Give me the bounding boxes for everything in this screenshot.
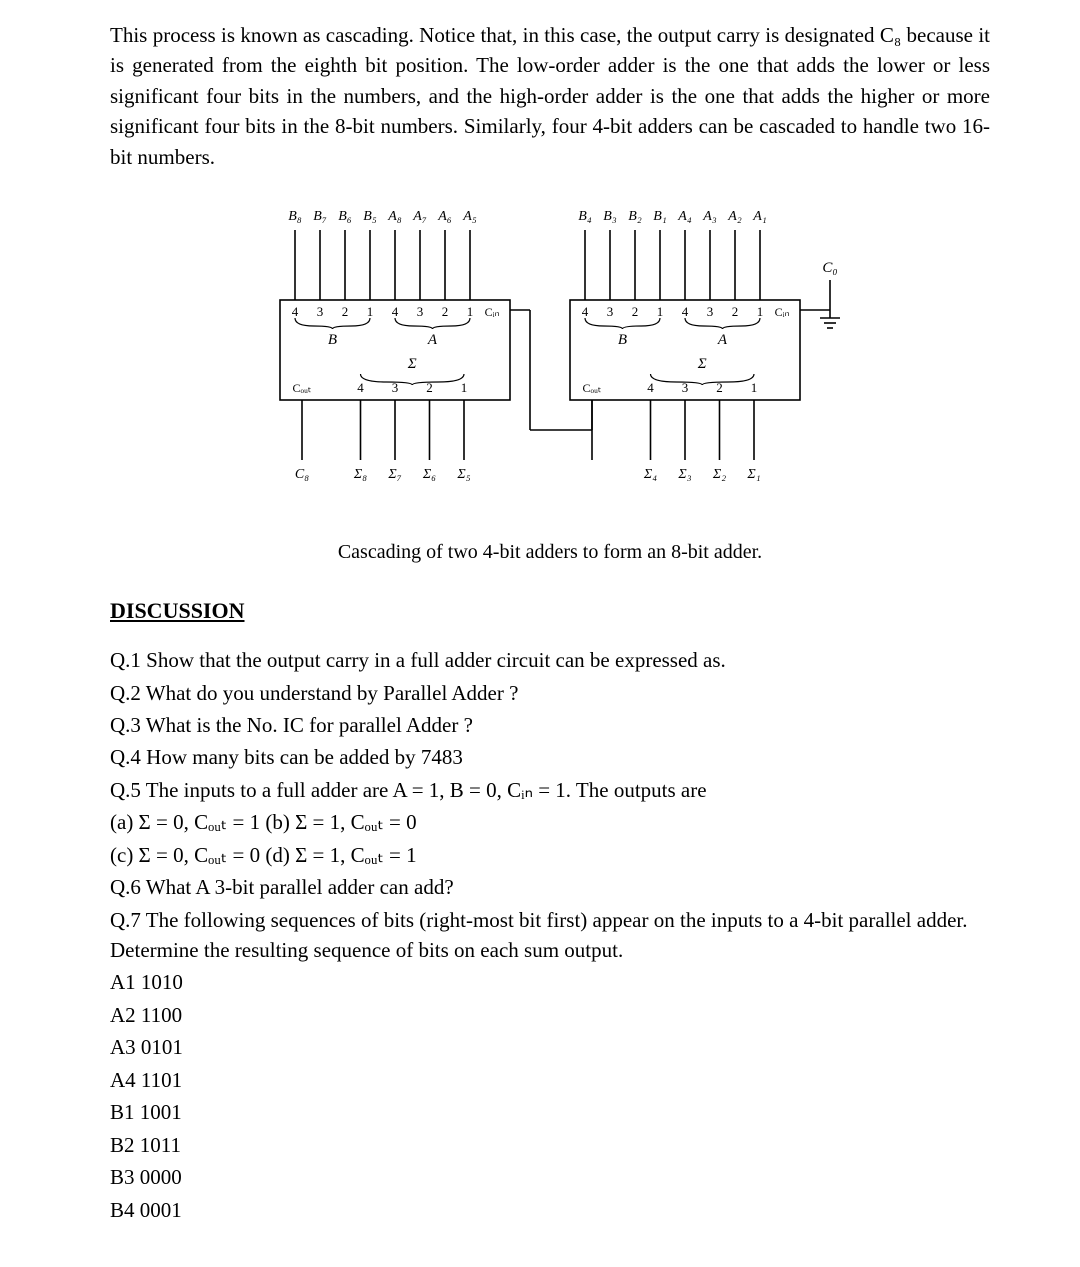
svg-text:B: B xyxy=(618,332,627,348)
data-b4: B4 0001 xyxy=(110,1195,990,1225)
svg-text:Σ₃: Σ₃ xyxy=(677,467,691,482)
svg-text:1: 1 xyxy=(757,304,764,319)
svg-text:B₆: B₆ xyxy=(338,209,352,224)
adder-diagram: 4 B₈ 3 B₇ 2 B₆ 1 B₅ 4 A₈ 3 A₇ 2 A₆ 1 A₅ B A Cᵢₙ Cₒᵤₜ Σ 4 Σ₈ 3 Σ₇… xyxy=(110,190,990,530)
svg-text:B₃: B₃ xyxy=(603,209,617,224)
svg-text:Σ₁: Σ₁ xyxy=(746,467,760,482)
question-7: Q.7 The following sequences of bits (rig… xyxy=(110,905,990,966)
question-5a: (a) Σ = 0, Cₒᵤₜ = 1 (b) Σ = 1, Cₒᵤₜ = 0 xyxy=(110,807,990,837)
svg-text:C₈: C₈ xyxy=(295,467,309,482)
svg-text:B₅: B₅ xyxy=(363,209,377,224)
svg-text:Σ₄: Σ₄ xyxy=(643,467,657,482)
svg-text:B: B xyxy=(328,332,337,348)
data-a1: A1 1010 xyxy=(110,967,990,997)
data-b1: B1 1001 xyxy=(110,1097,990,1127)
svg-text:2: 2 xyxy=(632,304,639,319)
svg-text:4: 4 xyxy=(292,304,299,319)
svg-text:B₇: B₇ xyxy=(313,209,327,224)
svg-text:1: 1 xyxy=(367,304,374,319)
data-a3: A3 0101 xyxy=(110,1032,990,1062)
svg-text:2: 2 xyxy=(342,304,349,319)
question-3: Q.3 What is the No. IC for parallel Adde… xyxy=(110,710,990,740)
svg-text:4: 4 xyxy=(682,304,689,319)
svg-text:3: 3 xyxy=(682,380,689,395)
svg-text:3: 3 xyxy=(417,304,424,319)
svg-text:1: 1 xyxy=(467,304,474,319)
svg-text:A₈: A₈ xyxy=(387,209,402,224)
page: This process is known as cascading. Noti… xyxy=(0,0,1080,1267)
question-6: Q.6 What A 3-bit parallel adder can add? xyxy=(110,872,990,902)
svg-text:B₈: B₈ xyxy=(288,209,302,224)
svg-text:4: 4 xyxy=(582,304,589,319)
svg-text:1: 1 xyxy=(751,380,758,395)
svg-text:C₀: C₀ xyxy=(822,260,837,276)
data-b2: B2 1011 xyxy=(110,1130,990,1160)
svg-text:B₄: B₄ xyxy=(578,209,592,224)
svg-text:A₆: A₆ xyxy=(437,209,452,224)
svg-text:Σ₂: Σ₂ xyxy=(712,467,726,482)
svg-text:Σ₈: Σ₈ xyxy=(353,467,367,482)
data-a2: A2 1100 xyxy=(110,1000,990,1030)
svg-text:Σ₆: Σ₆ xyxy=(422,467,436,482)
svg-text:A₅: A₅ xyxy=(462,209,477,224)
question-5: Q.5 The inputs to a full adder are A = 1… xyxy=(110,775,990,805)
svg-text:B₁: B₁ xyxy=(653,209,666,224)
question-1: Q.1 Show that the output carry in a full… xyxy=(110,645,990,675)
svg-text:Σ₇: Σ₇ xyxy=(387,467,401,482)
svg-text:4: 4 xyxy=(392,304,399,319)
svg-text:A₁: A₁ xyxy=(752,209,766,224)
svg-text:3: 3 xyxy=(707,304,714,319)
svg-text:Σ: Σ xyxy=(697,356,707,372)
svg-text:A: A xyxy=(427,332,438,348)
question-5b: (c) Σ = 0, Cₒᵤₜ = 0 (d) Σ = 1, Cₒᵤₜ = 1 xyxy=(110,840,990,870)
diagram-caption: Cascading of two 4-bit adders to form an… xyxy=(110,538,990,567)
svg-text:3: 3 xyxy=(607,304,614,319)
discussion-heading: DISCUSSION xyxy=(110,595,990,627)
svg-text:B₂: B₂ xyxy=(628,209,642,224)
svg-text:A: A xyxy=(717,332,728,348)
svg-text:2: 2 xyxy=(426,380,433,395)
svg-text:2: 2 xyxy=(732,304,739,319)
svg-text:Σ₅: Σ₅ xyxy=(456,467,470,482)
svg-text:Cᵢₙ: Cᵢₙ xyxy=(485,305,500,319)
svg-text:4: 4 xyxy=(647,380,654,395)
svg-text:A₃: A₃ xyxy=(702,209,717,224)
svg-text:2: 2 xyxy=(716,380,723,395)
svg-text:A₄: A₄ xyxy=(677,209,692,224)
svg-text:1: 1 xyxy=(657,304,664,319)
svg-text:4: 4 xyxy=(357,380,364,395)
svg-text:A₂: A₂ xyxy=(727,209,742,224)
intro-paragraph: This process is known as cascading. Noti… xyxy=(110,20,990,172)
svg-text:Cₒᵤₜ: Cₒᵤₜ xyxy=(293,381,312,395)
svg-text:Cₒᵤₜ: Cₒᵤₜ xyxy=(583,381,602,395)
question-4: Q.4 How many bits can be added by 7483 xyxy=(110,742,990,772)
svg-text:Σ: Σ xyxy=(407,356,417,372)
svg-text:1: 1 xyxy=(461,380,468,395)
svg-text:3: 3 xyxy=(392,380,399,395)
svg-text:Cᵢₙ: Cᵢₙ xyxy=(775,305,790,319)
data-a4: A4 1101 xyxy=(110,1065,990,1095)
svg-text:A₇: A₇ xyxy=(412,209,427,224)
svg-text:2: 2 xyxy=(442,304,449,319)
question-2: Q.2 What do you understand by Parallel A… xyxy=(110,678,990,708)
svg-text:3: 3 xyxy=(317,304,324,319)
data-b3: B3 0000 xyxy=(110,1162,990,1192)
